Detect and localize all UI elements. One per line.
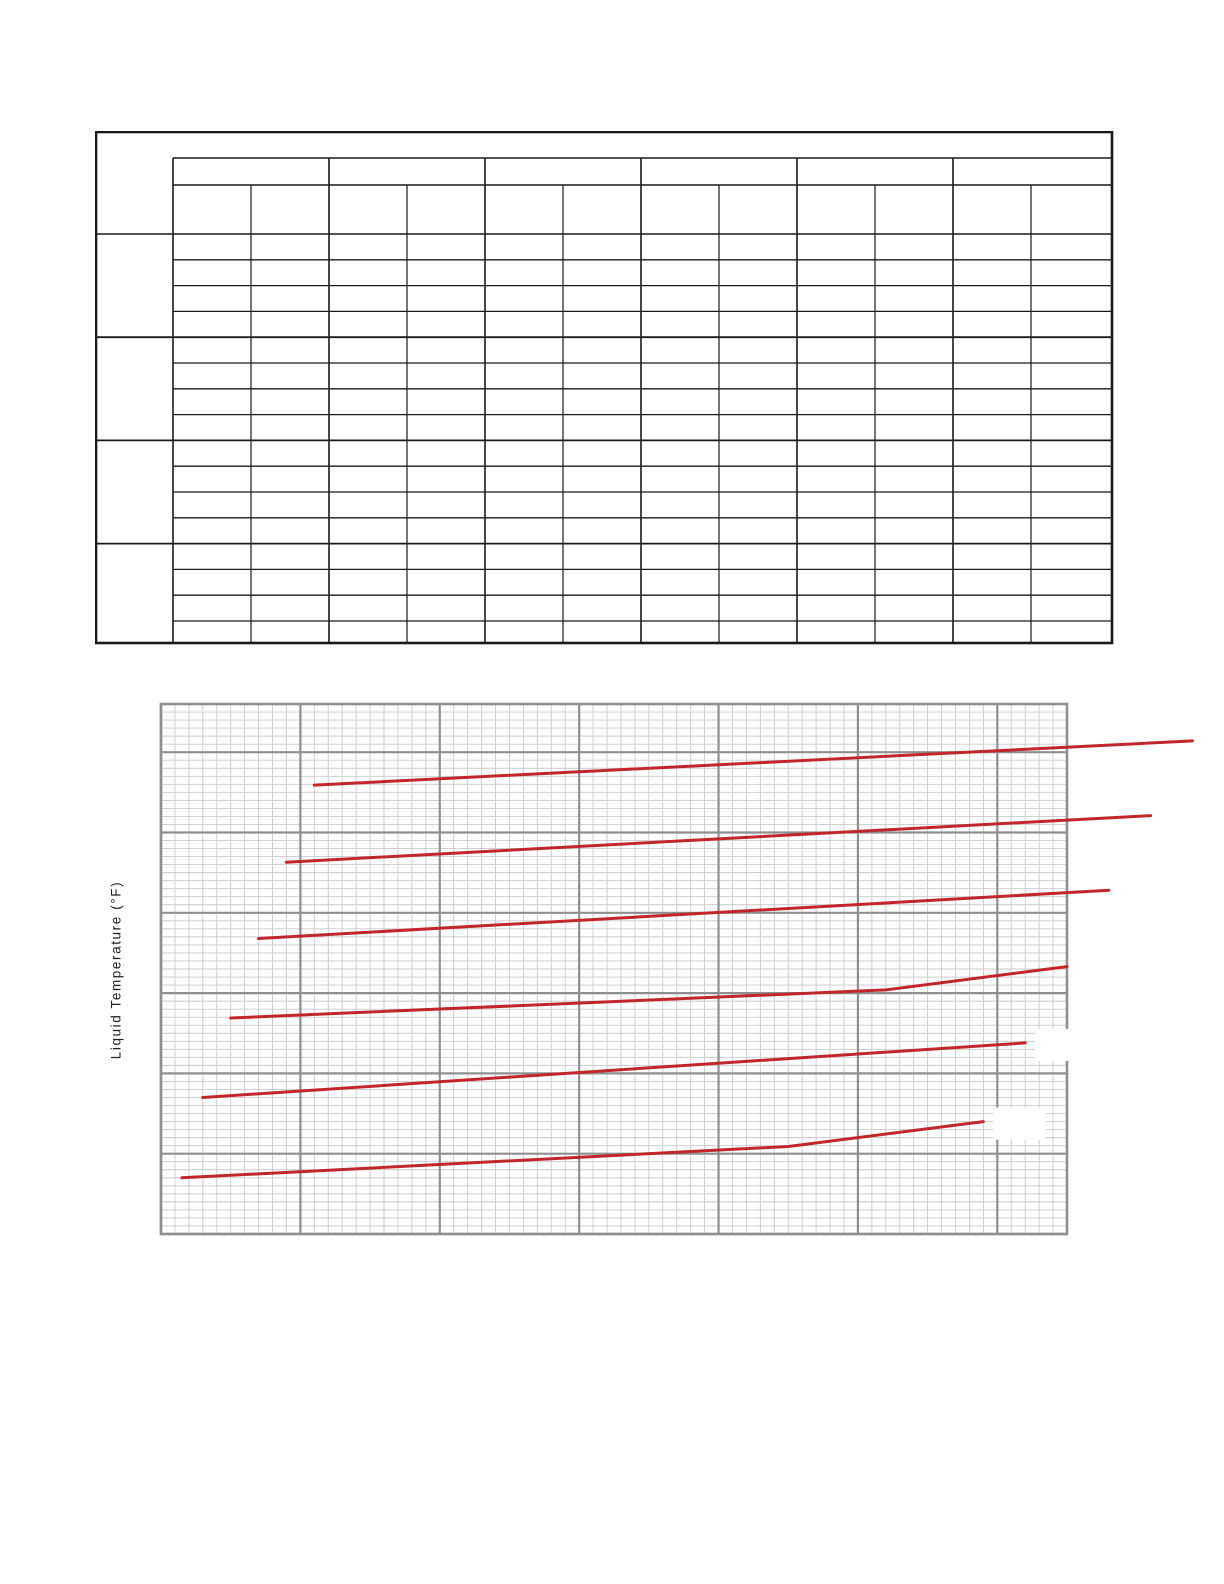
series-line-3 — [257, 888, 1111, 940]
table-border — [95, 131, 1114, 645]
series-line-5 — [201, 1041, 1027, 1099]
series-label-patch-4 — [1077, 952, 1129, 985]
series-label-patch-6 — [993, 1107, 1046, 1140]
series-line-1 — [312, 739, 1194, 787]
series-label-patch-3 — [1118, 876, 1171, 909]
major-grid — [159, 702, 1069, 1236]
series-lines — [180, 739, 1194, 1180]
plot-frame — [159, 702, 1069, 1236]
series-label-patch-1 — [1202, 726, 1224, 759]
specification-table — [95, 131, 1114, 645]
series-label-patch-2 — [1160, 801, 1213, 834]
table-grid-lines — [96, 157, 1112, 643]
series-line-4 — [229, 965, 1069, 1020]
series-label-patches — [993, 726, 1224, 1140]
series-label-patch-5 — [1035, 1028, 1088, 1061]
series-line-2 — [284, 814, 1153, 864]
series-line-6 — [180, 1120, 985, 1180]
